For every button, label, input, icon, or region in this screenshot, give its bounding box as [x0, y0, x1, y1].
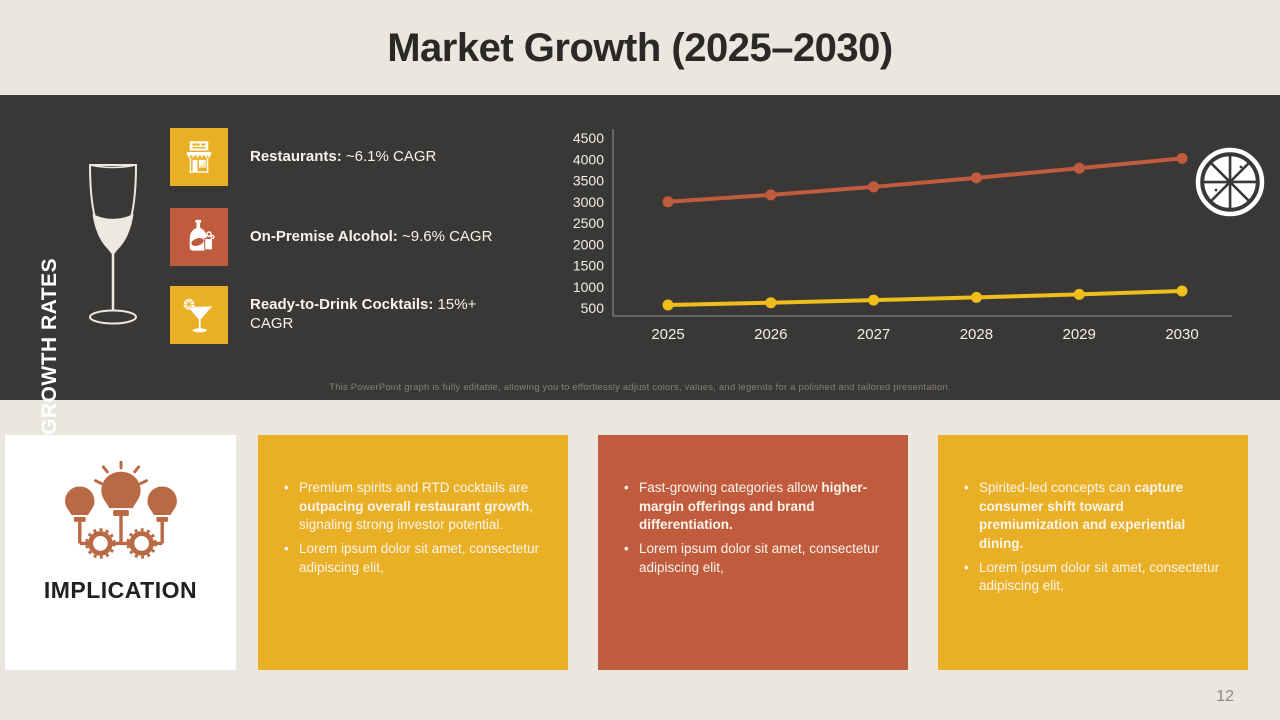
svg-text:2027: 2027: [857, 326, 890, 343]
growth-item-restaurants: Restaurants: ~6.1% CAGR: [170, 128, 540, 186]
growth-item-rtd-cocktails: Ready-to-Drink Cocktails: 15%+ CAGR: [170, 286, 495, 344]
series-yellow-point-2029: [1073, 288, 1085, 300]
bullet-item: Fast-growing categories allow higher-mar…: [622, 479, 882, 535]
panel-side-label: GROWTH RATES: [38, 257, 61, 435]
growth-label-rtd-cocktails: Ready-to-Drink Cocktails: 15%+ CAGR: [250, 296, 495, 334]
growth-label-restaurants: Restaurants: ~6.1% CAGR: [250, 148, 540, 167]
restaurant-icon: [170, 128, 228, 186]
lightbulb-gears-icon: [64, 461, 177, 559]
svg-text:2000: 2000: [573, 236, 604, 252]
lemon-slice-icon: [1194, 146, 1266, 223]
growth-label-rtd-cocktails-bold: Ready-to-Drink Cocktails:: [250, 296, 434, 314]
svg-text:1000: 1000: [573, 279, 604, 295]
takeaway-box-1: Premium spirits and RTD cocktails are ou…: [258, 435, 568, 670]
series-yellow-line: [667, 289, 1183, 307]
series-yellow-point-2030: [1176, 285, 1188, 297]
growth-label-restaurants-bold: Restaurants:: [250, 147, 342, 165]
growth-label-rtd-cocktails-rest: 15%+ CAGR: [250, 296, 477, 332]
series-red-point-2030: [1176, 152, 1188, 164]
svg-text:1500: 1500: [573, 258, 604, 274]
takeaway-box-3-list: Spirited-led concepts can capture consum…: [962, 479, 1222, 596]
svg-text:2029: 2029: [1063, 326, 1096, 343]
growth-item-on-premise-alcohol: On-Premise Alcohol: ~9.6% CAGR: [170, 208, 540, 266]
series-red-line: [667, 156, 1183, 204]
page-number: 12: [1216, 688, 1234, 705]
bullet-item: Lorem ipsum dolor sit amet, consectetur …: [282, 540, 542, 577]
bullet-item: Spirited-led concepts can capture consum…: [962, 479, 1222, 554]
svg-text:2030: 2030: [1165, 326, 1198, 343]
svg-text:2026: 2026: [754, 326, 787, 343]
line-chart: 4500 4000 3500 3000 2500 2000 1500 1000 500 2025 2…: [558, 123, 1238, 351]
takeaway-box-3: Spirited-led concepts can capture consum…: [938, 435, 1248, 670]
growth-label-on-premise-alcohol: On-Premise Alcohol: ~9.6% CAGR: [250, 228, 540, 247]
takeaway-box-1-list: Premium spirits and RTD cocktails are ou…: [282, 479, 542, 577]
series-yellow-point-2028: [970, 291, 982, 303]
bullet-item: Premium spirits and RTD cocktails are ou…: [282, 479, 542, 535]
series-red-point-2027: [868, 181, 880, 193]
growth-label-on-premise-alcohol-rest: ~9.6% CAGR: [397, 227, 493, 245]
svg-text:2500: 2500: [573, 215, 604, 231]
series-yellow-point-2026: [765, 297, 777, 309]
svg-text:500: 500: [581, 300, 605, 316]
series-red-point-2025: [662, 196, 674, 208]
growth-rates-panel: GROWTH RATES: [0, 95, 1280, 435]
growth-label-on-premise-alcohol-bold: On-Premise Alcohol:: [250, 227, 398, 245]
series-red-point-2028: [970, 172, 982, 184]
alcohol-bottle-icon: [170, 208, 228, 266]
svg-text:2025: 2025: [651, 326, 684, 343]
svg-text:4500: 4500: [573, 130, 604, 146]
takeaway-box-2-list: Fast-growing categories allow higher-mar…: [622, 479, 882, 577]
takeaway-box-2: Fast-growing categories allow higher-mar…: [598, 435, 908, 670]
wine-glass-icon: [78, 161, 148, 341]
growth-label-restaurants-rest: ~6.1% CAGR: [341, 147, 437, 165]
page-title: Market Growth (2025–2030): [387, 26, 893, 70]
series-yellow-point-2027: [868, 294, 880, 306]
implication-label: IMPLICATION: [43, 577, 198, 603]
svg-text:3000: 3000: [573, 194, 604, 210]
svg-text:2028: 2028: [960, 326, 993, 343]
implication-card: IMPLICATION: [5, 435, 236, 670]
bullet-item: Lorem ipsum dolor sit amet, consectetur …: [622, 540, 882, 577]
bullet-item: Lorem ipsum dolor sit amet, consectetur …: [962, 559, 1222, 596]
series-yellow-point-2025: [662, 299, 674, 311]
svg-text:4000: 4000: [573, 151, 604, 167]
series-red-point-2029: [1073, 162, 1085, 174]
cocktail-icon: [170, 286, 228, 344]
series-red-point-2026: [765, 189, 777, 201]
svg-text:3500: 3500: [573, 173, 604, 189]
editable-graph-footnote: This PowerPoint graph is fully editable,…: [329, 382, 951, 393]
